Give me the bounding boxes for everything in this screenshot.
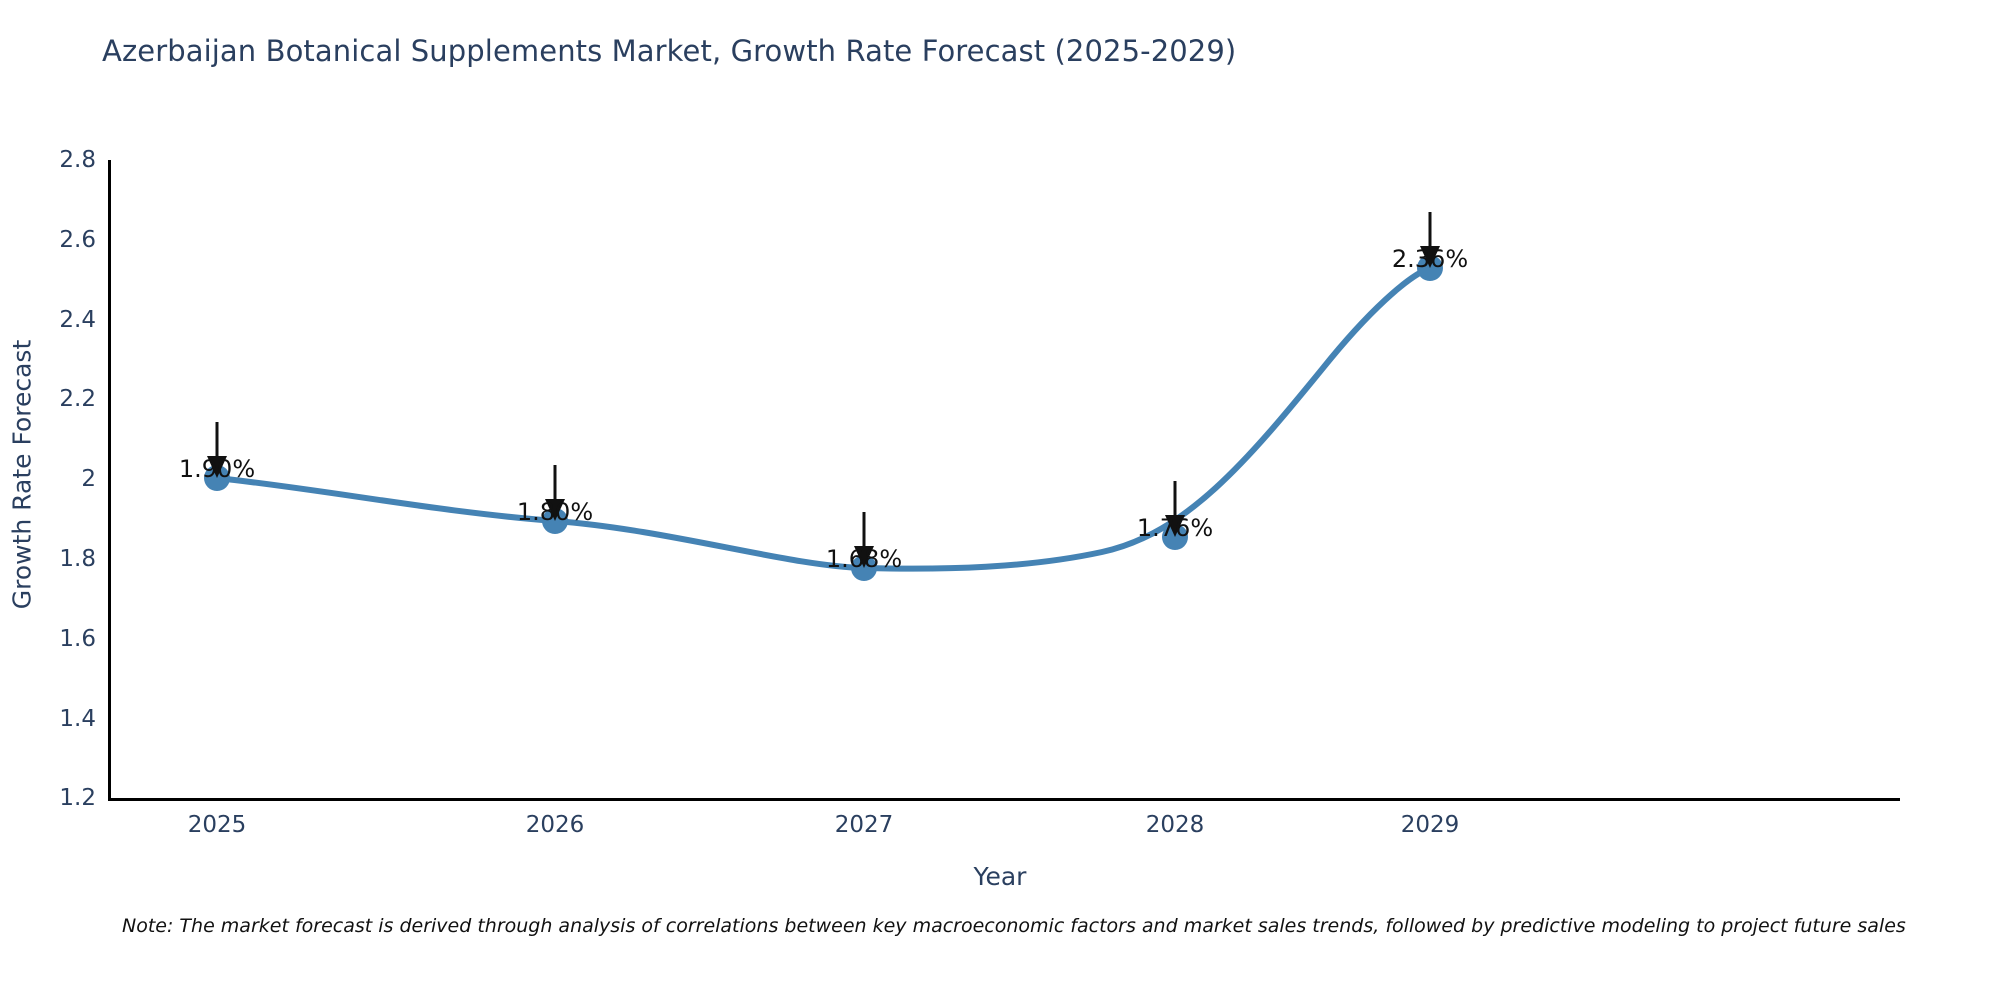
y-tick-label: 2.8	[59, 147, 96, 173]
data-label-2027: 1.68%	[825, 545, 903, 573]
x-tick-label-2025: 2025	[187, 812, 247, 838]
y-tick-label: 2.4	[59, 306, 96, 333]
x-tick-label-2027: 2027	[834, 812, 894, 838]
x-axis-title: Year	[973, 862, 1027, 891]
x-tick-label-2029: 2029	[1400, 812, 1460, 838]
chart-title: Azerbaijan Botanical Supplements Market,…	[102, 34, 1237, 68]
y-tick-label: 1.4	[59, 705, 96, 732]
y-tick-label: 2.2	[59, 386, 96, 413]
annotation-arrows	[207, 212, 1440, 568]
y-axis-title: Growth Rate Forecast	[7, 339, 37, 610]
y-tick-label: 1.6	[59, 625, 96, 652]
plot-area	[108, 160, 1898, 800]
y-tick-label: 2.6	[59, 226, 96, 253]
y-axis-tick-labels: 2.8 2.6 2.4 2.2 2 1.8 1.6 1.4 1.2	[0, 0, 96, 1000]
line-series-svg	[204, 212, 1443, 581]
chart-footnote: Note: The market forecast is derived thr…	[122, 915, 1906, 937]
x-tick-label-2028: 2028	[1145, 812, 1205, 838]
x-tick-label-2026: 2026	[525, 812, 585, 838]
series-line	[214, 265, 1433, 572]
data-label-2026: 1.80%	[516, 498, 594, 526]
y-tick-label: 1.8	[59, 546, 96, 572]
x-axis-line	[108, 798, 1900, 801]
y-tick-label: 1.2	[59, 785, 96, 812]
data-label-2029: 2.36%	[1391, 245, 1469, 273]
data-label-2025: 1.90%	[178, 455, 256, 483]
y-axis-line	[108, 160, 111, 801]
y-tick-label: 2	[81, 466, 96, 493]
data-label-2028: 1.76%	[1136, 514, 1214, 542]
